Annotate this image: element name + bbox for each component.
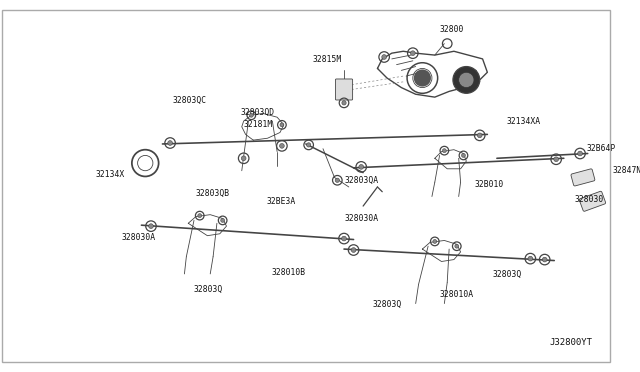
Circle shape	[542, 257, 547, 262]
Text: 32803Q: 32803Q	[194, 285, 223, 294]
Circle shape	[554, 157, 559, 161]
Text: 328030A: 328030A	[344, 214, 378, 223]
Text: 32803QD: 32803QD	[240, 108, 275, 117]
Text: 32134XA: 32134XA	[506, 118, 541, 126]
Circle shape	[148, 224, 154, 228]
Circle shape	[342, 236, 346, 241]
Text: J32800YT: J32800YT	[550, 337, 593, 347]
Text: 32847N: 32847N	[612, 166, 640, 175]
Text: 32803Q: 32803Q	[372, 300, 402, 309]
Text: 32BE3A: 32BE3A	[267, 197, 296, 206]
Text: 32181M: 32181M	[243, 121, 273, 129]
Circle shape	[414, 70, 431, 87]
Text: 32134X: 32134X	[96, 170, 125, 179]
Text: 328030A: 328030A	[122, 233, 156, 242]
Circle shape	[461, 154, 465, 157]
Text: 32803QC: 32803QC	[172, 96, 207, 105]
Text: 32803QA: 32803QA	[344, 176, 378, 185]
Circle shape	[477, 133, 482, 138]
Circle shape	[335, 178, 339, 182]
Circle shape	[442, 149, 446, 153]
Circle shape	[359, 164, 364, 169]
Text: 32B010: 32B010	[475, 180, 504, 189]
Circle shape	[221, 218, 225, 222]
Text: 32803QB: 32803QB	[195, 189, 229, 198]
FancyBboxPatch shape	[579, 191, 605, 211]
Circle shape	[453, 67, 480, 93]
Circle shape	[280, 123, 284, 127]
Circle shape	[459, 72, 474, 87]
Text: 328010A: 328010A	[440, 291, 474, 299]
Text: 328010B: 328010B	[271, 269, 306, 278]
Text: 328030: 328030	[574, 195, 604, 204]
Circle shape	[280, 144, 284, 148]
Circle shape	[528, 256, 532, 261]
FancyBboxPatch shape	[335, 79, 353, 100]
Circle shape	[198, 214, 202, 218]
Circle shape	[168, 141, 172, 145]
Circle shape	[455, 244, 459, 248]
Circle shape	[382, 55, 387, 60]
Text: 32815M: 32815M	[313, 55, 342, 64]
Text: 32803Q: 32803Q	[493, 270, 522, 279]
Circle shape	[433, 240, 436, 243]
Circle shape	[241, 156, 246, 161]
Text: 32B64P: 32B64P	[587, 144, 616, 153]
Circle shape	[578, 151, 582, 156]
Text: 32800: 32800	[440, 25, 464, 34]
FancyBboxPatch shape	[571, 169, 595, 186]
Circle shape	[351, 248, 356, 252]
Circle shape	[410, 51, 415, 55]
Circle shape	[342, 101, 346, 105]
Circle shape	[307, 143, 311, 147]
Circle shape	[250, 113, 253, 117]
